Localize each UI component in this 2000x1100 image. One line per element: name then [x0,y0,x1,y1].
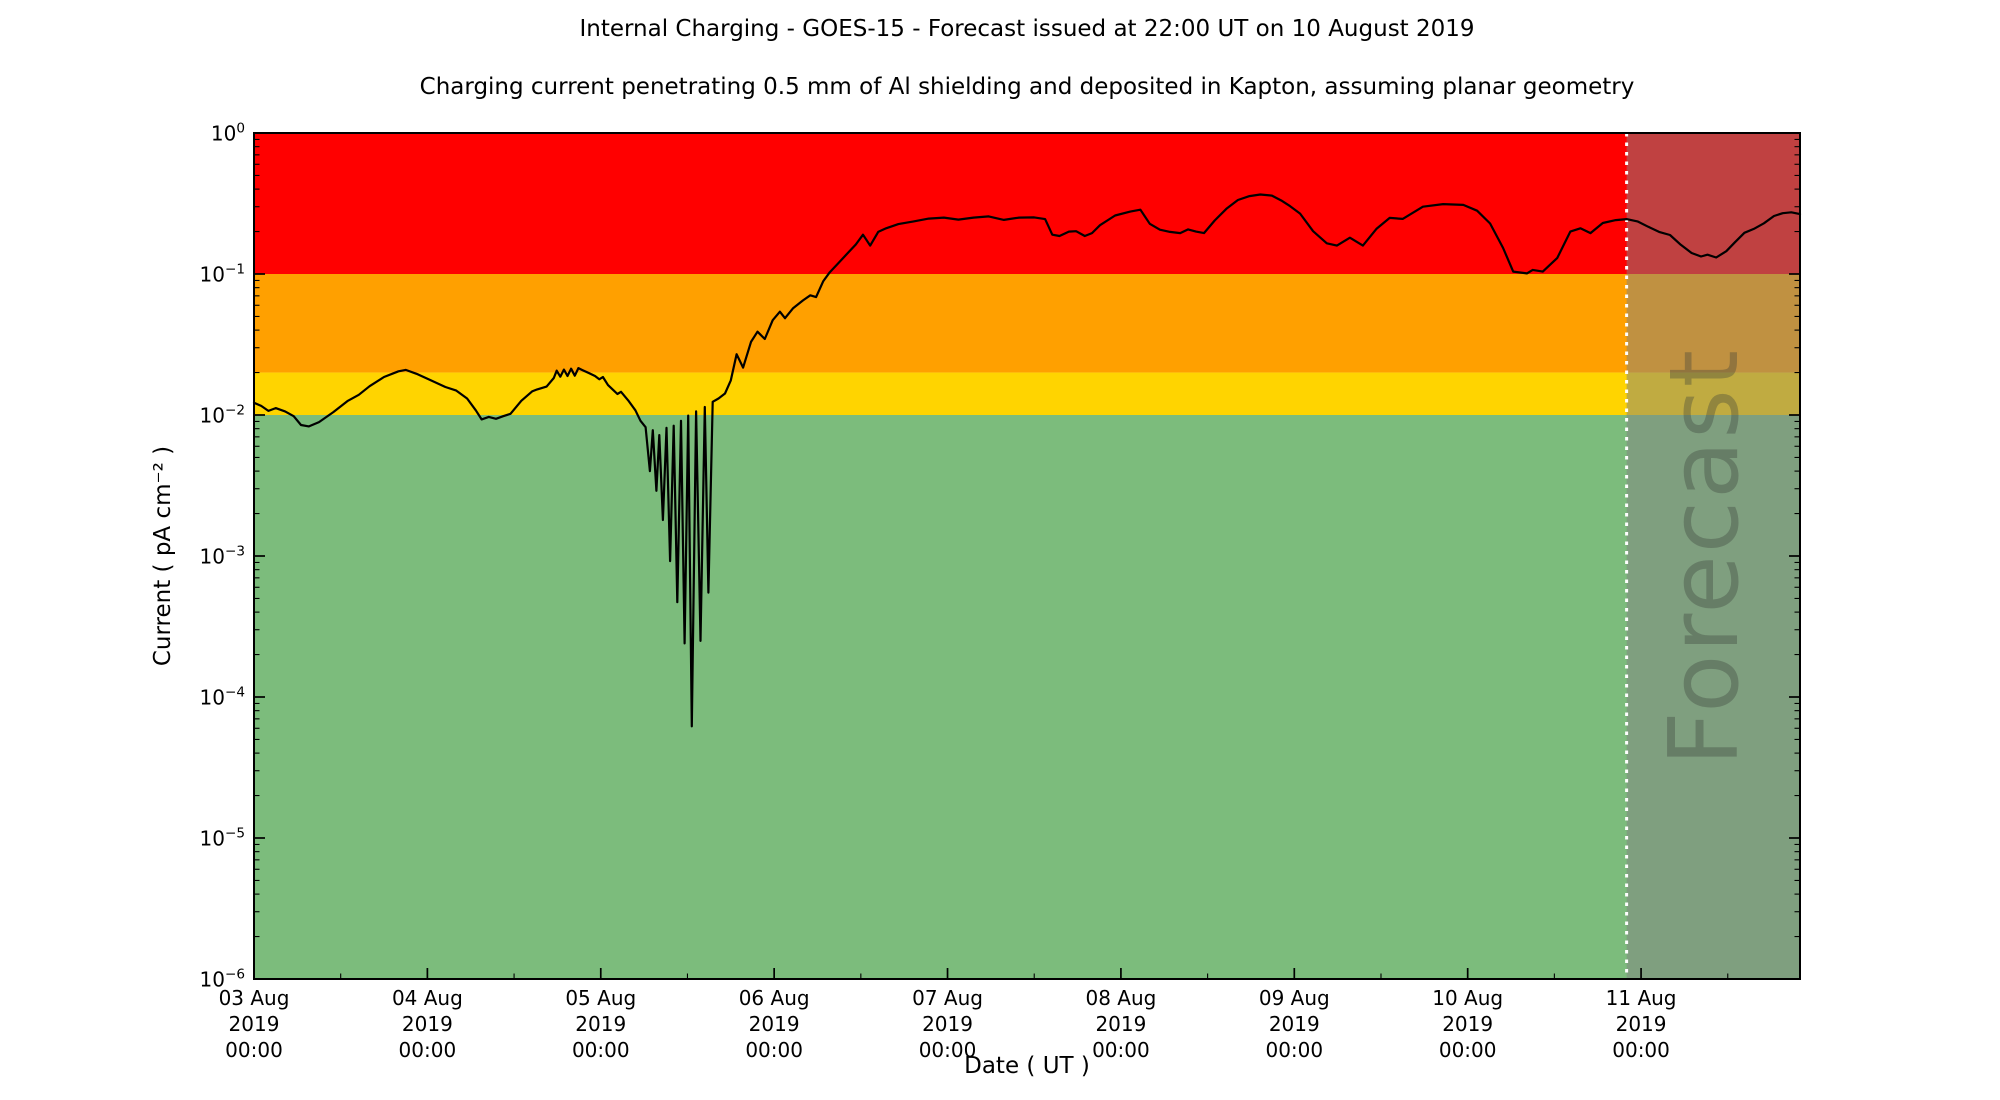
y-tick-label: 10−5 [199,825,246,851]
x-tick-label: 08 Aug 2019 00:00 [1085,986,1157,1062]
x-axis-title: Date ( UT ) [964,1053,1090,1079]
x-tick-label: 11 Aug 2019 00:00 [1605,986,1677,1062]
green-safe-band [254,415,1800,979]
chart-subtitle: Charging current penetrating 0.5 mm of A… [419,74,1635,100]
x-tick-label: 07 Aug 2019 00:00 [912,986,983,1062]
y-tick-label: 100 [210,120,245,146]
forecast-overlay [1626,133,1800,979]
red-alert-band [254,133,1800,274]
yellow-alert-band [254,372,1800,415]
orange-alert-band [254,274,1800,373]
y-tick-label: 10−6 [199,966,246,992]
charging-current-line [252,193,1802,728]
x-tick-label: 09 Aug 2019 00:00 [1258,986,1330,1062]
x-tick-label: 06 Aug 2019 00:00 [738,986,810,1062]
y-tick-label: 10−1 [199,261,246,287]
x-tick-label: 05 Aug 2019 00:00 [565,986,637,1062]
y-tick-label: 10−2 [199,402,246,428]
x-tick-label: 04 Aug 2019 00:00 [391,986,463,1062]
y-axis-title: Current ( pA cm⁻² ) [150,445,176,667]
forecast-watermark: Forecast [1650,348,1760,766]
chart-title: Internal Charging - GOES-15 - Forecast i… [579,16,1475,42]
plot-border [253,132,1801,980]
y-tick-label: 10−3 [199,543,246,569]
x-tick-label: 03 Aug 2019 00:00 [218,986,290,1062]
y-tick-label: 10−4 [199,684,246,710]
x-tick-label: 10 Aug 2019 00:00 [1432,986,1504,1062]
